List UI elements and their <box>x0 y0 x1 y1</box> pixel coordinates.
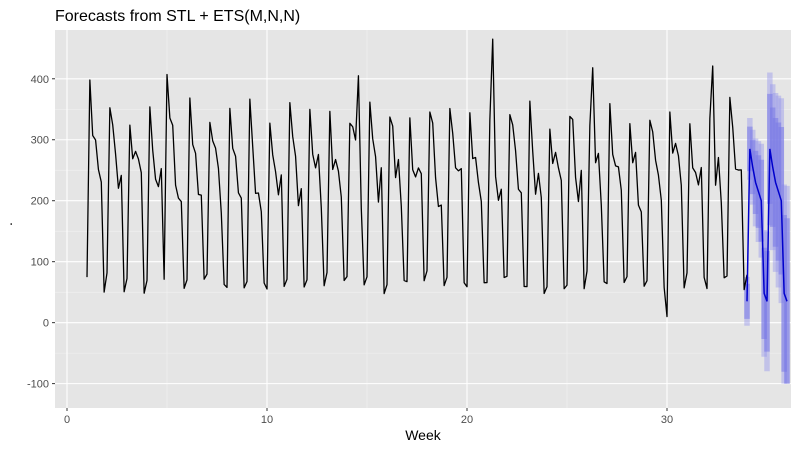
x-tick-label: 20 <box>461 414 473 426</box>
observed-series-line <box>86 38 748 318</box>
y-tick-label: 200 <box>31 196 49 208</box>
x-axis-ticks: 0 10 20 30 <box>64 408 673 426</box>
y-axis-label: . <box>0 222 15 226</box>
x-tick-label: 10 <box>261 414 273 426</box>
y-tick-label: 0 <box>43 318 49 330</box>
x-tick-label: 0 <box>64 414 70 426</box>
series-lines <box>86 38 788 318</box>
x-tick-label: 30 <box>661 414 673 426</box>
x-axis-label: Week <box>405 427 442 443</box>
y-tick-label: 300 <box>31 135 49 147</box>
chart-title: Forecasts from STL + ETS(M,N,N) <box>55 8 300 25</box>
y-tick-label: -100 <box>27 379 49 391</box>
y-axis-ticks: -100 0 100 200 300 400 <box>27 74 55 391</box>
forecast-series-line <box>746 148 788 302</box>
y-tick-label: 100 <box>31 257 49 269</box>
y-tick-label: 400 <box>31 74 49 86</box>
